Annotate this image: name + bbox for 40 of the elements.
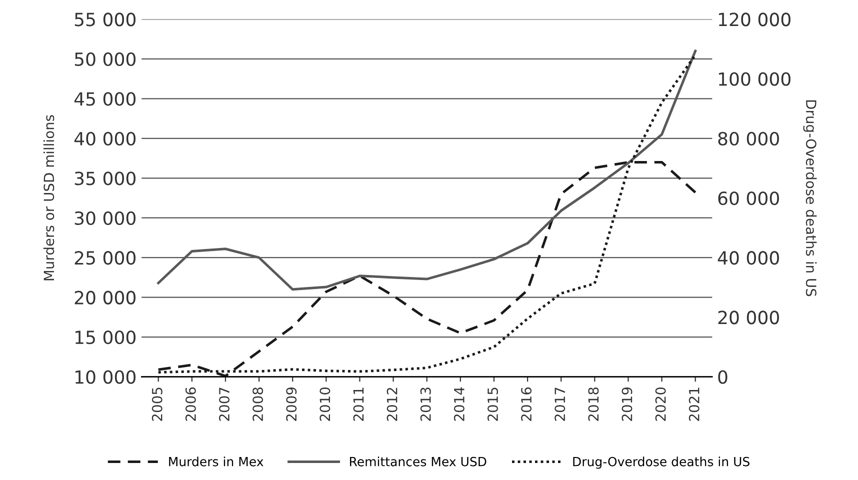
y-tick-label: 20 000: [74, 290, 136, 304]
legend-label: Remittances Mex USD: [350, 456, 486, 466]
x-tick-label: 2021: [688, 388, 700, 421]
y2-axis-title: Drug-Overdose deaths in US: [803, 100, 817, 296]
y2-tick-label: 40 000: [718, 251, 779, 265]
x-tick-label: 2013: [420, 388, 431, 421]
y-tick-label: 55 000: [74, 12, 136, 26]
y2-tick-label: 80 000: [718, 132, 779, 146]
x-tick-label: 2020: [655, 387, 666, 421]
y-tick-label: 15 000: [76, 330, 136, 344]
y2-tick-label: 60 000: [718, 191, 779, 206]
y-tick-label: 30 000: [74, 211, 136, 225]
y-tick-label: 45 000: [74, 92, 136, 106]
x-tick-label: 2019: [622, 388, 632, 421]
y-axis-title: Murders or USD millions: [43, 115, 54, 280]
x-tick-label: 2012: [386, 388, 398, 421]
y-tick-label: 10 000: [76, 370, 136, 384]
y-tick-label: 40 000: [74, 132, 136, 146]
legend-label: Drug-Overdose deaths in US: [573, 456, 750, 469]
x-tick-label: 2017: [554, 388, 566, 421]
x-tick-label: 2010: [320, 387, 330, 421]
x-tick-label: 2007: [219, 388, 230, 421]
x-tick-label: 2006: [185, 387, 196, 421]
y2-tick-label: 0: [718, 370, 728, 384]
x-tick-label: 2008: [252, 387, 264, 421]
y2-tick-label: 120 000: [718, 12, 790, 26]
x-tick-label: 2011: [353, 388, 364, 421]
line-series: [157, 54, 697, 374]
x-tick-label: 2018: [588, 387, 599, 421]
x-tick-label: 2014: [454, 387, 464, 421]
y-tick-label: 25 000: [74, 251, 136, 265]
legend-label: Murders in Mex: [169, 456, 264, 466]
y-tick-label: 50 000: [74, 52, 136, 66]
y-tick-label: 35 000: [74, 172, 136, 186]
x-tick-label: 2005: [152, 388, 162, 421]
x-tick-label: 2016: [521, 387, 532, 421]
y2-tick-label: 20 000: [718, 310, 779, 324]
x-tick-label: 2015: [488, 388, 498, 421]
y2-tick-label: 100 000: [718, 72, 790, 86]
x-tick-label: 2009: [286, 388, 297, 421]
